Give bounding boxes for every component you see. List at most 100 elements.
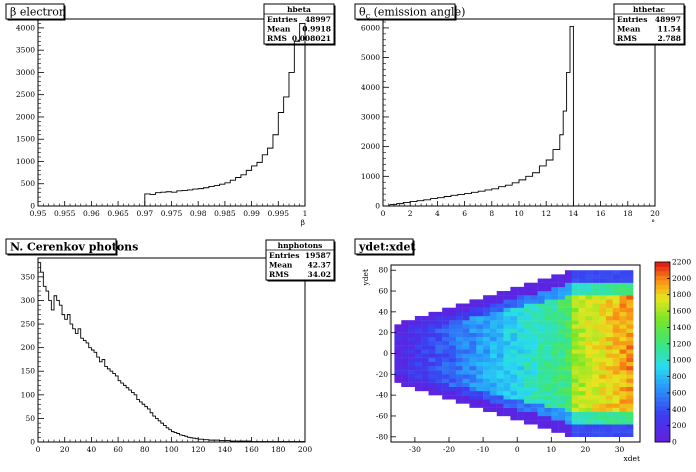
heatmap-cell-332 (496, 370, 504, 375)
heatmap-cell-237 (469, 307, 477, 313)
heatmap-cell-129 (442, 365, 450, 371)
heatmap-cell-1009 (619, 320, 627, 325)
heatmap-cell-651 (558, 316, 566, 321)
colorbar-segment-35 (655, 280, 670, 285)
heatmap-cell-811 (585, 311, 593, 317)
colorbar-segment-23 (655, 334, 670, 339)
heatmap-cell-1036 (626, 374, 634, 379)
heatmap-cell-274 (483, 374, 491, 379)
heatmap-cell-246 (476, 378, 484, 383)
heatmap-cell-408 (510, 307, 518, 313)
heatmap-cell-101 (428, 311, 436, 317)
heatmap-cell-710 (571, 399, 579, 404)
heatmap-cell-923 (605, 345, 613, 350)
heatmap-cell-557 (544, 395, 552, 400)
heatmap-cell-846 (592, 332, 600, 338)
heatmap-cell-1039 (626, 361, 634, 367)
heatmap-cell-849 (592, 320, 600, 325)
heatmap-cell-741 (571, 270, 579, 275)
heatmap-cell-531 (537, 353, 545, 358)
heatmap-cell-1016 (619, 291, 627, 296)
heatmap-cell-432 (517, 341, 525, 346)
heatmap-cell-882 (599, 349, 607, 354)
heatmap-cell-230 (469, 336, 477, 342)
heatmap-cell-737 (571, 286, 579, 292)
heatmap-cell-832 (592, 390, 600, 396)
heatmap-cell-302 (489, 374, 497, 379)
heatmap-cell-118 (435, 324, 443, 329)
heatmap-cell-898 (599, 282, 607, 288)
heatmap-cell-843 (592, 345, 600, 350)
heatmap-cell-80 (421, 320, 429, 325)
heatmap-cell-970 (612, 316, 620, 321)
heatmap-cell-451 (524, 399, 532, 404)
heatmap-cell-259 (476, 324, 484, 329)
x-tick-label-2-0: 0 (36, 445, 41, 454)
heatmap-cell-283 (483, 336, 491, 342)
y-axis-label-3: ydet (361, 269, 370, 287)
stats-box-2 (265, 239, 335, 281)
heatmap-cell-423 (517, 378, 525, 383)
heatmap-cell-805 (585, 336, 593, 342)
colorbar-segment-32 (655, 293, 670, 299)
heatmap-cell-772 (578, 307, 586, 313)
x-tick-label-2-3: 60 (113, 445, 123, 454)
heatmap-cell-775 (578, 295, 586, 300)
heatmap-cell-930 (605, 316, 613, 321)
heatmap-cell-847 (592, 328, 600, 333)
heatmap-cell-205 (462, 336, 470, 342)
x-tick-label-0-9: 0.995 (268, 209, 290, 218)
heatmap-cell-943 (612, 428, 620, 433)
heatmap-cell-203 (462, 345, 470, 350)
heatmap-cell-708 (571, 407, 579, 413)
heatmap-cell-570 (544, 341, 552, 346)
heatmap-cell-806 (585, 332, 593, 338)
x-tick-label-1-2: 4 (435, 209, 440, 218)
heatmap-cell-71 (421, 357, 429, 363)
colorbar-tick-label-4: 800 (672, 372, 687, 381)
heatmap-cell-924 (605, 341, 613, 346)
heatmap-cell-913 (605, 386, 613, 392)
heatmap-cell-830 (592, 399, 600, 404)
heatmap-cell-910 (605, 399, 613, 404)
heatmap-cell-1014 (619, 299, 627, 304)
heatmap-cell-367 (503, 349, 511, 354)
heatmap-cell-819 (585, 278, 593, 283)
heatmap-cell-1050 (626, 316, 634, 321)
heatmap-cell-127 (442, 374, 450, 379)
heatmap-cell-518 (537, 407, 545, 413)
heatmap-cell-524 (537, 382, 545, 388)
heatmap-cell-1051 (626, 311, 634, 317)
heatmap-cell-397 (510, 353, 518, 358)
heatmap-cell-257 (476, 332, 484, 338)
heatmap-cell-233 (469, 324, 477, 329)
heatmap-cell-701 (564, 270, 572, 275)
y-tick-label-3-6: 40 (378, 307, 388, 316)
heatmap-cell-927 (605, 328, 613, 333)
heatmap-cell-770 (578, 316, 586, 321)
heatmap-cell-287 (483, 320, 491, 325)
heatmap-cell-597 (551, 382, 559, 388)
y-tick-label-0-2: 1000 (16, 157, 35, 166)
heatmap-cell-416 (517, 407, 525, 413)
heatmap-cell-196 (462, 374, 470, 379)
heatmap-cell-884 (599, 341, 607, 346)
colorbar-tick-label-0: 0 (672, 438, 677, 447)
heatmap-cell-544 (537, 299, 545, 304)
heatmap-cell-268 (483, 399, 491, 404)
heatmap-cell-700 (564, 274, 572, 279)
heatmap-cell-889 (599, 320, 607, 325)
heatmap-cell-579 (544, 303, 552, 308)
heatmap-cell-972 (612, 307, 620, 313)
x-tick-label-2-7: 140 (218, 445, 233, 454)
heatmap-cell-722 (571, 349, 579, 354)
heatmap-cell-444 (517, 291, 525, 296)
heatmap-cell-661 (558, 274, 566, 279)
heatmap-cell-854 (592, 299, 600, 304)
colorbar-segment-37 (655, 271, 670, 276)
heatmap-cell-419 (517, 395, 525, 400)
heatmap-cell-825 (592, 420, 600, 425)
heatmap-cell-114 (435, 341, 443, 346)
heatmap-cell-393 (510, 370, 518, 375)
heatmap-cell-349 (496, 299, 504, 304)
